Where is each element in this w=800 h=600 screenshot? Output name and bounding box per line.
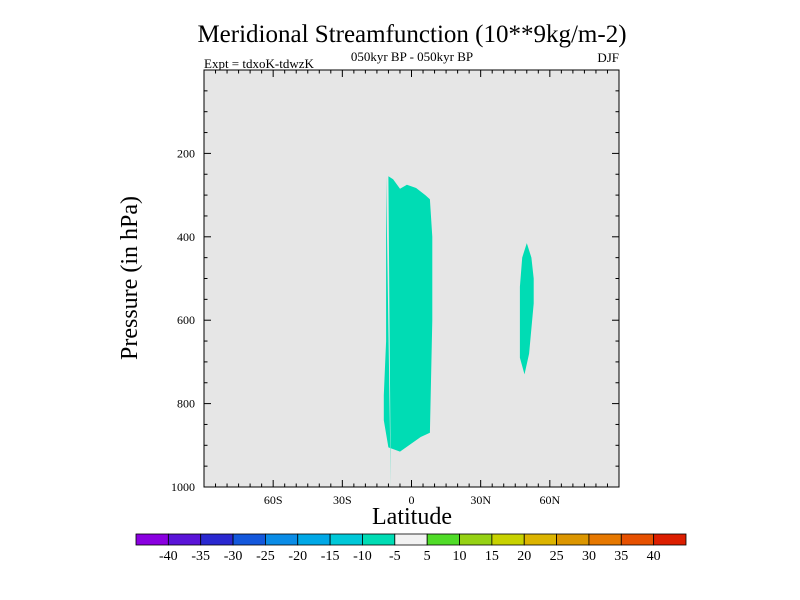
colorbar-swatch [200,533,234,546]
colorbar-swatch [232,533,266,546]
x-tick-labels: 60S 30S 0 30N 60N [264,493,561,507]
colorbar-label: 15 [485,549,499,564]
x-tick-label: 30N [470,493,491,507]
colorbar-label: 5 [424,549,431,564]
x-tick-label: 60N [539,493,560,507]
colorbar-label: -30 [224,549,243,564]
colorbar-label: 20 [517,549,531,564]
x-tick-label: 30S [333,493,352,507]
colorbar-label: -25 [256,549,275,564]
chart-title: Meridional Streamfunction (10**9kg/m-2) [197,21,626,48]
colorbar-swatch [135,533,169,546]
x-tick-label: 60S [264,493,283,507]
axis-ticks [203,69,620,488]
colorbar-label: 40 [647,549,661,564]
season-label: DJF [597,50,619,65]
colorbar-swatch [297,533,331,546]
y-tick-label: 400 [177,230,195,244]
colorbar-label: 30 [582,549,596,564]
colorbar-swatch [620,533,655,546]
colorbar-labels: -40 -35 -30 -25 -20 -15 -10 -5 5 10 15 20 25 30 35 40 [159,549,661,564]
colorbar-label: -5 [389,549,401,564]
colorbar-swatch [265,533,299,546]
colorbar-swatch [653,533,687,546]
colorbar-label: -20 [288,549,307,564]
colorbar-swatch [329,533,363,546]
y-tick-labels: 200 400 600 800 1000 [171,146,195,494]
y-tick-label: 600 [177,313,195,327]
colorbar-swatch [426,533,460,546]
colorbar-swatch [167,533,202,546]
colorbar-label: -40 [159,549,178,564]
x-axis-label: Latitude [372,504,452,530]
y-tick-label: 800 [177,397,195,411]
colorbar-swatch [362,533,396,546]
colorbar-swatch [491,533,525,546]
colorbar-label: 25 [550,549,564,564]
x-tick-label: 0 [409,493,415,507]
colorbar-label: 10 [453,549,467,564]
colorbar-swatch [556,533,590,546]
colorbar-swatch [459,533,493,546]
experiment-label: Expt = tdxoK-tdwzK [204,56,314,71]
contour-regions [383,176,534,488]
chart-subtitle: 050kyr BP - 050kyr BP [351,49,473,64]
colorbar-label: -35 [191,549,210,564]
colorbar-swatch [523,533,557,546]
colorbar-label: -10 [353,549,372,564]
y-tick-label: 1000 [171,480,195,494]
contour-region-2 [519,243,534,375]
colorbar [135,533,687,546]
colorbar-label: -15 [321,549,340,564]
y-tick-label: 200 [177,146,195,160]
colorbar-swatch [394,533,428,546]
y-axis-label: Pressure (in hPa) [117,196,143,360]
contour-region-1 [383,176,433,488]
colorbar-label: 35 [614,549,628,564]
colorbar-swatch [588,533,622,546]
